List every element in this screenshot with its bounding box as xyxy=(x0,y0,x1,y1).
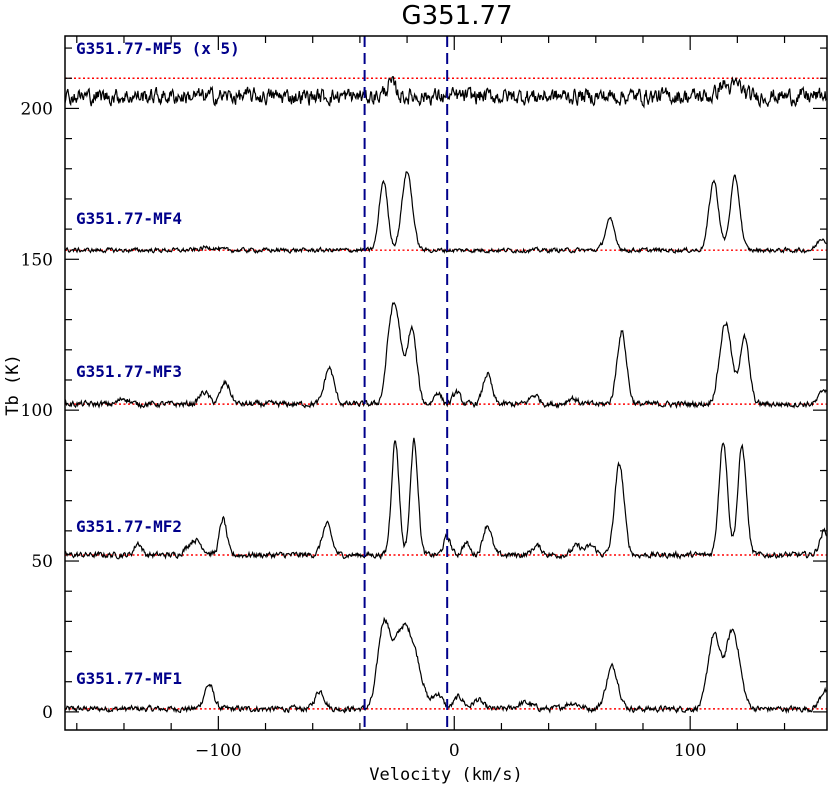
series-label-5: G351.77-MF5 (x 5) xyxy=(76,39,240,58)
tick-group: −100 0 100 0 50 100 150 200 xyxy=(21,36,827,761)
series-label-group: G351.77-MF1 G351.77-MF2 G351.77-MF3 G351.77… xyxy=(76,39,240,688)
series-label-4: G351.77-MF4 xyxy=(76,209,182,228)
y-axis-title: Tb (K) xyxy=(3,354,23,415)
spectrum-line-2 xyxy=(65,437,827,561)
series-label-1: G351.77-MF1 xyxy=(76,669,182,688)
plot-frame xyxy=(64,35,828,731)
spectrum-line-5 xyxy=(65,76,827,109)
baseline-group xyxy=(65,77,827,710)
x-tick-label: 100 xyxy=(674,741,706,761)
y-tick-label: 100 xyxy=(21,401,53,421)
series-label-3: G351.77-MF3 xyxy=(76,362,182,381)
y-tick-label: 150 xyxy=(21,250,53,270)
y-tick-label: 0 xyxy=(42,703,53,723)
spectrum-line-4 xyxy=(65,171,827,255)
x-tick-label: 0 xyxy=(449,741,460,761)
spectrum-line-3 xyxy=(65,301,827,410)
spectrum-line-1 xyxy=(65,616,827,715)
x-tick-label: −100 xyxy=(195,741,242,761)
y-tick-label: 200 xyxy=(21,99,53,119)
velocity-marker-group xyxy=(363,36,449,730)
x-axis-title: Velocity (km/s) xyxy=(369,765,523,785)
chart-title: G351.77 xyxy=(401,1,512,31)
y-tick-label: 50 xyxy=(31,552,53,572)
series-label-2: G351.77-MF2 xyxy=(76,517,182,536)
spectra-group xyxy=(65,76,827,715)
